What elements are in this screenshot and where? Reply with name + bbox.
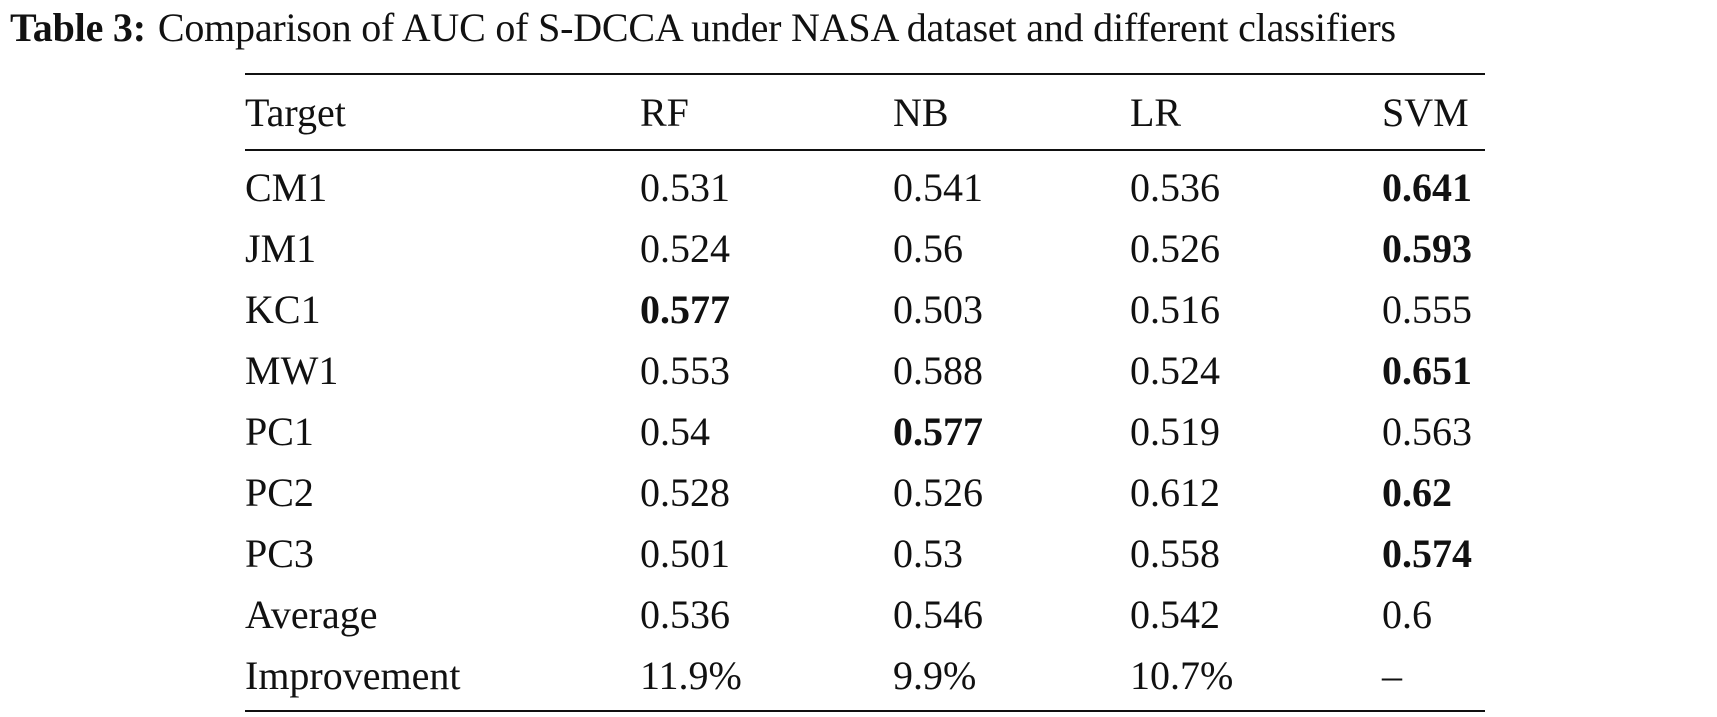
auc-value-cell: 0.54: [640, 409, 710, 454]
table-row: PC2 0.528 0.526 0.612 0.62: [245, 462, 1485, 523]
auc-value-cell: 0.503: [893, 287, 983, 332]
column-header-target: Target: [245, 89, 346, 135]
caption-label: Table 3:: [10, 5, 146, 50]
header-row: Target RF NB LR SVM: [245, 74, 1485, 150]
table-caption: Table 3: Comparison of AUC of S-DCCA unde…: [10, 2, 1396, 54]
column-header-svm: SVM: [1382, 89, 1469, 135]
table-row: MW1 0.553 0.588 0.524 0.651: [245, 340, 1485, 401]
auc-value-cell: 0.542: [1130, 592, 1220, 637]
row-target-cell: CM1: [245, 165, 328, 210]
row-target-cell: PC1: [245, 409, 314, 454]
row-target-cell: PC2: [245, 470, 314, 515]
auc-value-cell: 0.577: [640, 287, 730, 332]
column-header-nb: NB: [893, 89, 949, 135]
auc-value-cell: 0.651: [1382, 348, 1472, 393]
auc-value-cell: 0.577: [893, 409, 983, 454]
auc-table-container: Target RF NB LR SVM CM1 0.531 0.541 0.536 0.641 J…: [245, 73, 1485, 712]
auc-value-cell: 0.574: [1382, 531, 1472, 576]
row-target-cell: JM1: [245, 226, 317, 271]
row-target-cell: PC3: [245, 531, 314, 576]
auc-value-cell: 0.555: [1382, 287, 1472, 332]
table-body: CM1 0.531 0.541 0.536 0.641 JM1 0.524 0.56 0.526…: [245, 150, 1485, 711]
auc-value-cell: 0.526: [1130, 226, 1220, 271]
auc-value-cell: 9.9%: [893, 653, 977, 698]
auc-value-cell: 0.6: [1382, 592, 1432, 637]
auc-value-cell: 0.536: [1130, 165, 1220, 210]
auc-value-cell: –: [1382, 653, 1402, 698]
auc-value-cell: 0.524: [640, 226, 730, 271]
auc-value-cell: 0.531: [640, 165, 730, 210]
auc-value-cell: 0.588: [893, 348, 983, 393]
column-header-rf: RF: [640, 89, 689, 135]
auc-value-cell: 0.516: [1130, 287, 1220, 332]
caption-text: Comparison of AUC of S-DCCA under NASA d…: [157, 5, 1396, 50]
auc-value-cell: 0.546: [893, 592, 983, 637]
table-row: Average 0.536 0.546 0.542 0.6: [245, 584, 1485, 645]
table-row: KC1 0.577 0.503 0.516 0.555: [245, 279, 1485, 340]
auc-value-cell: 0.501: [640, 531, 730, 576]
auc-value-cell: 0.528: [640, 470, 730, 515]
auc-value-cell: 11.9%: [640, 653, 742, 698]
table-row: JM1 0.524 0.56 0.526 0.593: [245, 218, 1485, 279]
table-row: CM1 0.531 0.541 0.536 0.641: [245, 150, 1485, 218]
column-header-lr: LR: [1130, 89, 1182, 135]
auc-value-cell: 0.553: [640, 348, 730, 393]
auc-value-cell: 0.524: [1130, 348, 1220, 393]
auc-value-cell: 0.53: [893, 531, 963, 576]
auc-value-cell: 0.519: [1130, 409, 1220, 454]
auc-value-cell: 10.7%: [1130, 653, 1234, 698]
table-row: PC1 0.54 0.577 0.519 0.563: [245, 401, 1485, 462]
auc-value-cell: 0.62: [1382, 470, 1452, 515]
table-row: Improvement 11.9% 9.9% 10.7% –: [245, 645, 1485, 711]
table-row: PC3 0.501 0.53 0.558 0.574: [245, 523, 1485, 584]
row-target-cell: KC1: [245, 287, 321, 332]
table-header: Target RF NB LR SVM: [245, 74, 1485, 150]
auc-value-cell: 0.536: [640, 592, 730, 637]
row-target-cell: MW1: [245, 348, 339, 393]
row-target-cell: Improvement: [245, 653, 461, 698]
auc-value-cell: 0.526: [893, 470, 983, 515]
auc-value-cell: 0.558: [1130, 531, 1220, 576]
auc-value-cell: 0.56: [893, 226, 963, 271]
auc-comparison-table: Target RF NB LR SVM CM1 0.531 0.541 0.536 0.641 J…: [245, 73, 1485, 712]
auc-value-cell: 0.641: [1382, 165, 1472, 210]
auc-value-cell: 0.563: [1382, 409, 1472, 454]
auc-value-cell: 0.612: [1130, 470, 1220, 515]
auc-value-cell: 0.541: [893, 165, 983, 210]
row-target-cell: Average: [245, 592, 378, 637]
auc-value-cell: 0.593: [1382, 226, 1472, 271]
